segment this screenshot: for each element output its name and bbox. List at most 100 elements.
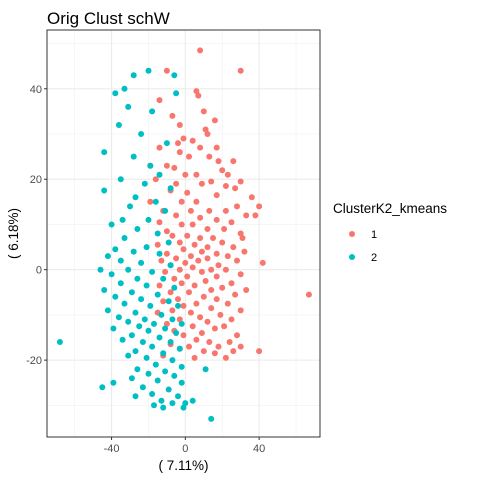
data-point [195,92,202,99]
data-point [169,316,176,323]
data-point [184,189,191,196]
data-point [186,153,192,160]
data-point [138,259,145,266]
data-point [156,250,163,257]
data-point [171,164,178,171]
data-point [180,135,187,142]
data-point [230,348,237,355]
data-point [125,318,132,325]
data-point [211,117,218,124]
data-point [213,192,220,199]
data-point [167,289,174,296]
data-point [175,393,181,400]
data-point [160,404,167,411]
data-point [222,183,229,189]
data-point [200,293,207,300]
data-point [125,103,132,110]
data-point [154,377,161,384]
data-point [200,348,207,355]
data-point [175,302,181,309]
data-point [163,140,170,147]
data-point [97,266,104,273]
data-point [162,325,169,332]
data-point [145,216,152,223]
data-point [141,316,148,323]
data-point [256,348,263,355]
data-point [104,307,111,314]
data-point [230,158,237,165]
data-point [305,291,312,298]
data-point [237,271,244,278]
data-point [175,140,181,147]
data-point [156,219,163,226]
legend-key-1 [349,231,355,237]
data-point [125,352,132,359]
data-point [180,302,187,309]
data-point [210,235,216,241]
data-point [215,343,222,350]
data-point [204,318,211,325]
data-point [158,257,165,264]
data-point [232,185,239,192]
data-point [160,298,167,305]
data-point [156,97,163,104]
data-point [163,162,170,169]
data-point [206,207,213,214]
data-point [204,255,211,262]
data-point [108,221,115,228]
data-point [156,282,163,289]
data-point [143,354,150,361]
chart-title: Orig Clust schW [47,9,170,28]
data-point [252,212,259,219]
data-point [173,255,180,262]
data-point [243,287,250,293]
data-point [139,384,146,391]
data-point [208,287,215,293]
data-point [176,345,183,352]
data-point [160,275,167,282]
data-point [132,309,139,316]
data-point [202,126,209,133]
data-point [108,271,115,278]
data-point [154,241,161,248]
data-point [237,307,244,314]
data-point [167,262,174,269]
data-point [180,332,187,339]
data-point [197,47,204,54]
data-point [138,296,145,303]
data-point [128,332,135,339]
data-point [197,214,204,221]
data-point [176,239,183,246]
data-point [115,122,122,128]
data-point [173,180,180,187]
data-point [226,339,233,345]
data-point [234,203,240,210]
data-point [156,171,163,178]
data-point [202,278,209,284]
data-point [202,366,209,373]
data-point [149,268,156,275]
data-point [112,246,119,253]
data-point [149,343,156,350]
data-point [232,291,239,298]
data-point [243,212,250,219]
data-point [237,343,244,350]
data-point [237,67,244,74]
data-point [138,131,145,137]
data-point [213,144,220,151]
data-point [208,266,215,273]
data-point [241,248,248,255]
data-point [204,131,211,137]
data-point [197,144,204,151]
data-point [173,212,180,219]
data-point [119,216,126,223]
data-point [187,253,194,260]
data-point [178,198,185,205]
data-point [221,226,228,232]
data-point [145,327,152,334]
data-point [237,178,244,185]
data-point [182,259,189,266]
data-point [222,266,229,273]
data-point [121,235,128,241]
x-tick-label: -40 [104,443,120,455]
